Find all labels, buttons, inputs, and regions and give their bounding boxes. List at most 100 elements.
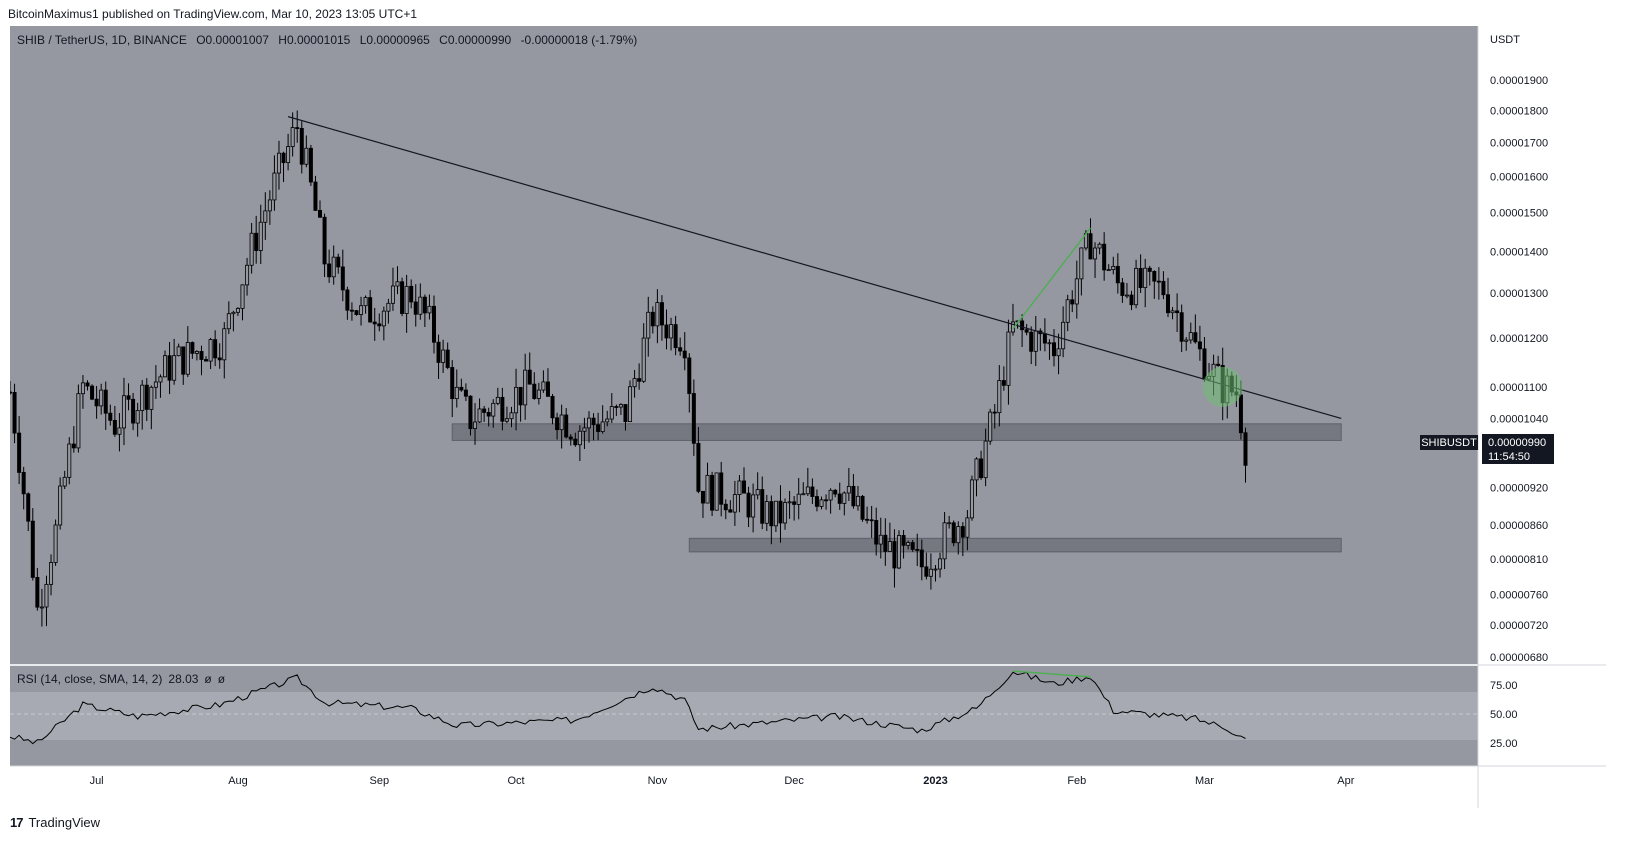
candle [655,289,660,344]
candle [386,298,391,324]
candle [591,413,596,441]
candle [318,200,323,218]
time-tick-label: Sep [370,775,390,787]
candle [441,339,446,373]
candle [646,296,651,357]
candle [468,395,473,436]
time-tick-label: Nov [648,775,668,787]
candle [760,476,765,530]
candle [340,249,345,302]
candle [477,398,482,424]
candle [910,539,915,552]
candle [559,404,564,449]
candle [1124,282,1129,299]
candle [1102,232,1107,281]
price-tag-value: 0.00000990 [1488,437,1546,449]
footer: 17 TradingView [10,815,100,830]
candle [359,296,364,326]
candle [117,413,122,452]
candle [664,309,669,350]
sr-zone-1 [451,423,1342,441]
candle [723,499,728,520]
candle [172,338,177,385]
candle [887,522,892,552]
candle [837,482,842,510]
candle [500,387,505,431]
candle [322,213,327,278]
descending-trendline [287,116,1342,419]
candle [400,277,405,317]
candle [149,385,154,430]
candle [846,467,851,501]
time-tick-label: Oct [507,775,524,787]
candle [1179,304,1184,353]
candle [769,495,774,545]
candle [965,510,970,551]
rsi-extra-2: ø [218,672,226,686]
candle [413,284,418,327]
candle [983,428,988,487]
candle [614,404,619,417]
candle [915,533,920,566]
candle [290,112,295,157]
candle [217,343,222,369]
candle [577,425,582,462]
breakdown-marker [1202,366,1243,407]
candle [682,332,687,371]
price-tag [1482,434,1554,464]
candle [35,567,40,611]
candle [245,257,250,296]
candle [514,368,519,431]
candle [26,492,31,532]
candle [696,427,701,494]
candle [737,475,742,513]
price-tag-countdown: 11:54:50 [1488,451,1530,463]
candle [231,310,236,332]
candle [787,490,792,519]
candle [1052,329,1057,367]
candle [527,352,532,385]
candle [1243,427,1248,483]
candle [199,345,204,376]
candle [628,380,633,423]
chart-svg[interactable]: SHIB / TetherUS, 1D, BINANCE O0.00001007… [7,26,1606,808]
candle [336,253,341,274]
price-tick-label: 0.00001700 [1490,138,1548,150]
candle [678,337,683,356]
candle [714,472,719,511]
candle [942,511,947,570]
candle [67,437,72,485]
candle [901,530,906,559]
candle [240,284,245,321]
candle [1197,325,1202,361]
candle [1070,290,1075,313]
candle [295,110,300,143]
candle [345,286,350,320]
price-tick-label: 0.00000860 [1490,520,1548,532]
candle [377,313,382,332]
candle [673,315,678,356]
candle [281,151,286,183]
candle [755,472,760,500]
candle [99,383,104,415]
candle [855,485,860,511]
chart-frame: SHIB / TetherUS, 1D, BINANCE O0.00001007… [7,26,1606,808]
candle [249,222,254,274]
candle [176,343,181,357]
candle [349,302,354,321]
candle [49,554,54,596]
candle [258,204,263,265]
candle [445,342,450,370]
candle [126,383,131,411]
candle [327,249,332,283]
candle [131,392,136,431]
candle [865,506,870,524]
time-tick-label: Aug [228,775,248,787]
last-price-tag: SHIBUSDT 0.00000990 11:54:50 [1420,434,1554,464]
time-tick-label: Feb [1067,775,1086,787]
candle [486,407,491,427]
candle [1001,366,1006,391]
candle [687,353,692,413]
price-tick-label: 0.00001200 [1490,333,1548,345]
candle [550,394,555,425]
